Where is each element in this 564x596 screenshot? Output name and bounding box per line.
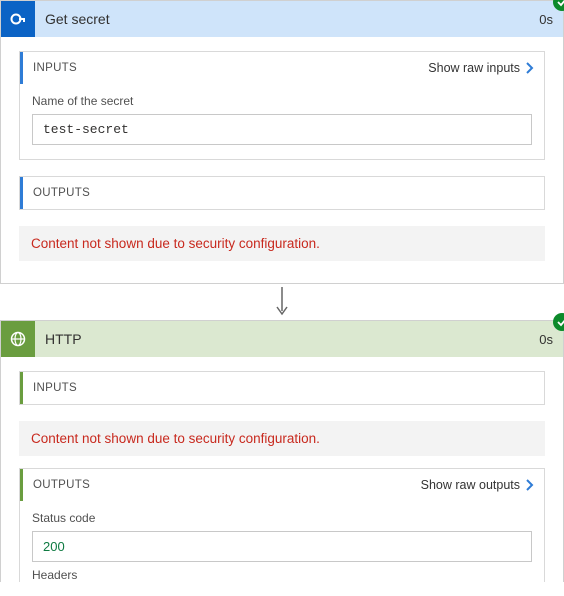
secret-name-label: Name of the secret [32, 94, 532, 108]
get-secret-outputs-section: OUTPUTS [19, 176, 545, 210]
http-header[interactable]: HTTP 0s [1, 321, 563, 357]
chevron-right-icon [524, 479, 534, 491]
show-raw-inputs-link[interactable]: Show raw inputs [428, 61, 534, 75]
inputs-label: INPUTS [23, 62, 77, 74]
http-outputs-section: OUTPUTS Show raw outputs Status code 200… [19, 468, 545, 582]
get-secret-body: INPUTS Show raw inputs Name of the secre… [1, 37, 563, 283]
status-code-label: Status code [32, 511, 532, 525]
http-duration: 0s [539, 332, 563, 347]
secret-name-value: test-secret [32, 114, 532, 145]
get-secret-inputs-section: INPUTS Show raw inputs Name of the secre… [19, 51, 545, 160]
outputs-header: OUTPUTS Show raw outputs [20, 469, 544, 501]
success-badge-icon [553, 313, 564, 331]
http-card: HTTP 0s INPUTS Content not shown due to … [0, 320, 564, 582]
outputs-label: OUTPUTS [23, 187, 90, 199]
security-warning: Content not shown due to security config… [19, 421, 545, 456]
outputs-label: OUTPUTS [23, 479, 90, 491]
show-raw-inputs-text: Show raw inputs [428, 61, 520, 75]
globe-icon [1, 321, 35, 357]
outputs-header: OUTPUTS [20, 177, 544, 209]
inputs-header: INPUTS Show raw inputs [20, 52, 544, 84]
flow-arrow [0, 284, 564, 320]
arrow-down-icon [273, 287, 291, 317]
get-secret-header[interactable]: Get secret 0s [1, 1, 563, 37]
http-body: INPUTS Content not shown due to security… [1, 357, 563, 582]
http-title: HTTP [35, 331, 539, 347]
show-raw-outputs-text: Show raw outputs [421, 478, 520, 492]
inputs-label: INPUTS [23, 382, 77, 394]
http-inputs-section: INPUTS [19, 371, 545, 405]
chevron-right-icon [524, 62, 534, 74]
inputs-header: INPUTS [20, 372, 544, 404]
headers-label: Headers [20, 568, 544, 582]
show-raw-outputs-link[interactable]: Show raw outputs [421, 478, 534, 492]
key-vault-icon [1, 1, 35, 37]
status-code-value: 200 [32, 531, 532, 562]
get-secret-title: Get secret [35, 11, 539, 27]
security-warning: Content not shown due to security config… [19, 226, 545, 261]
get-secret-card: Get secret 0s INPUTS Show raw inputs Nam… [0, 0, 564, 284]
get-secret-duration: 0s [539, 12, 563, 27]
